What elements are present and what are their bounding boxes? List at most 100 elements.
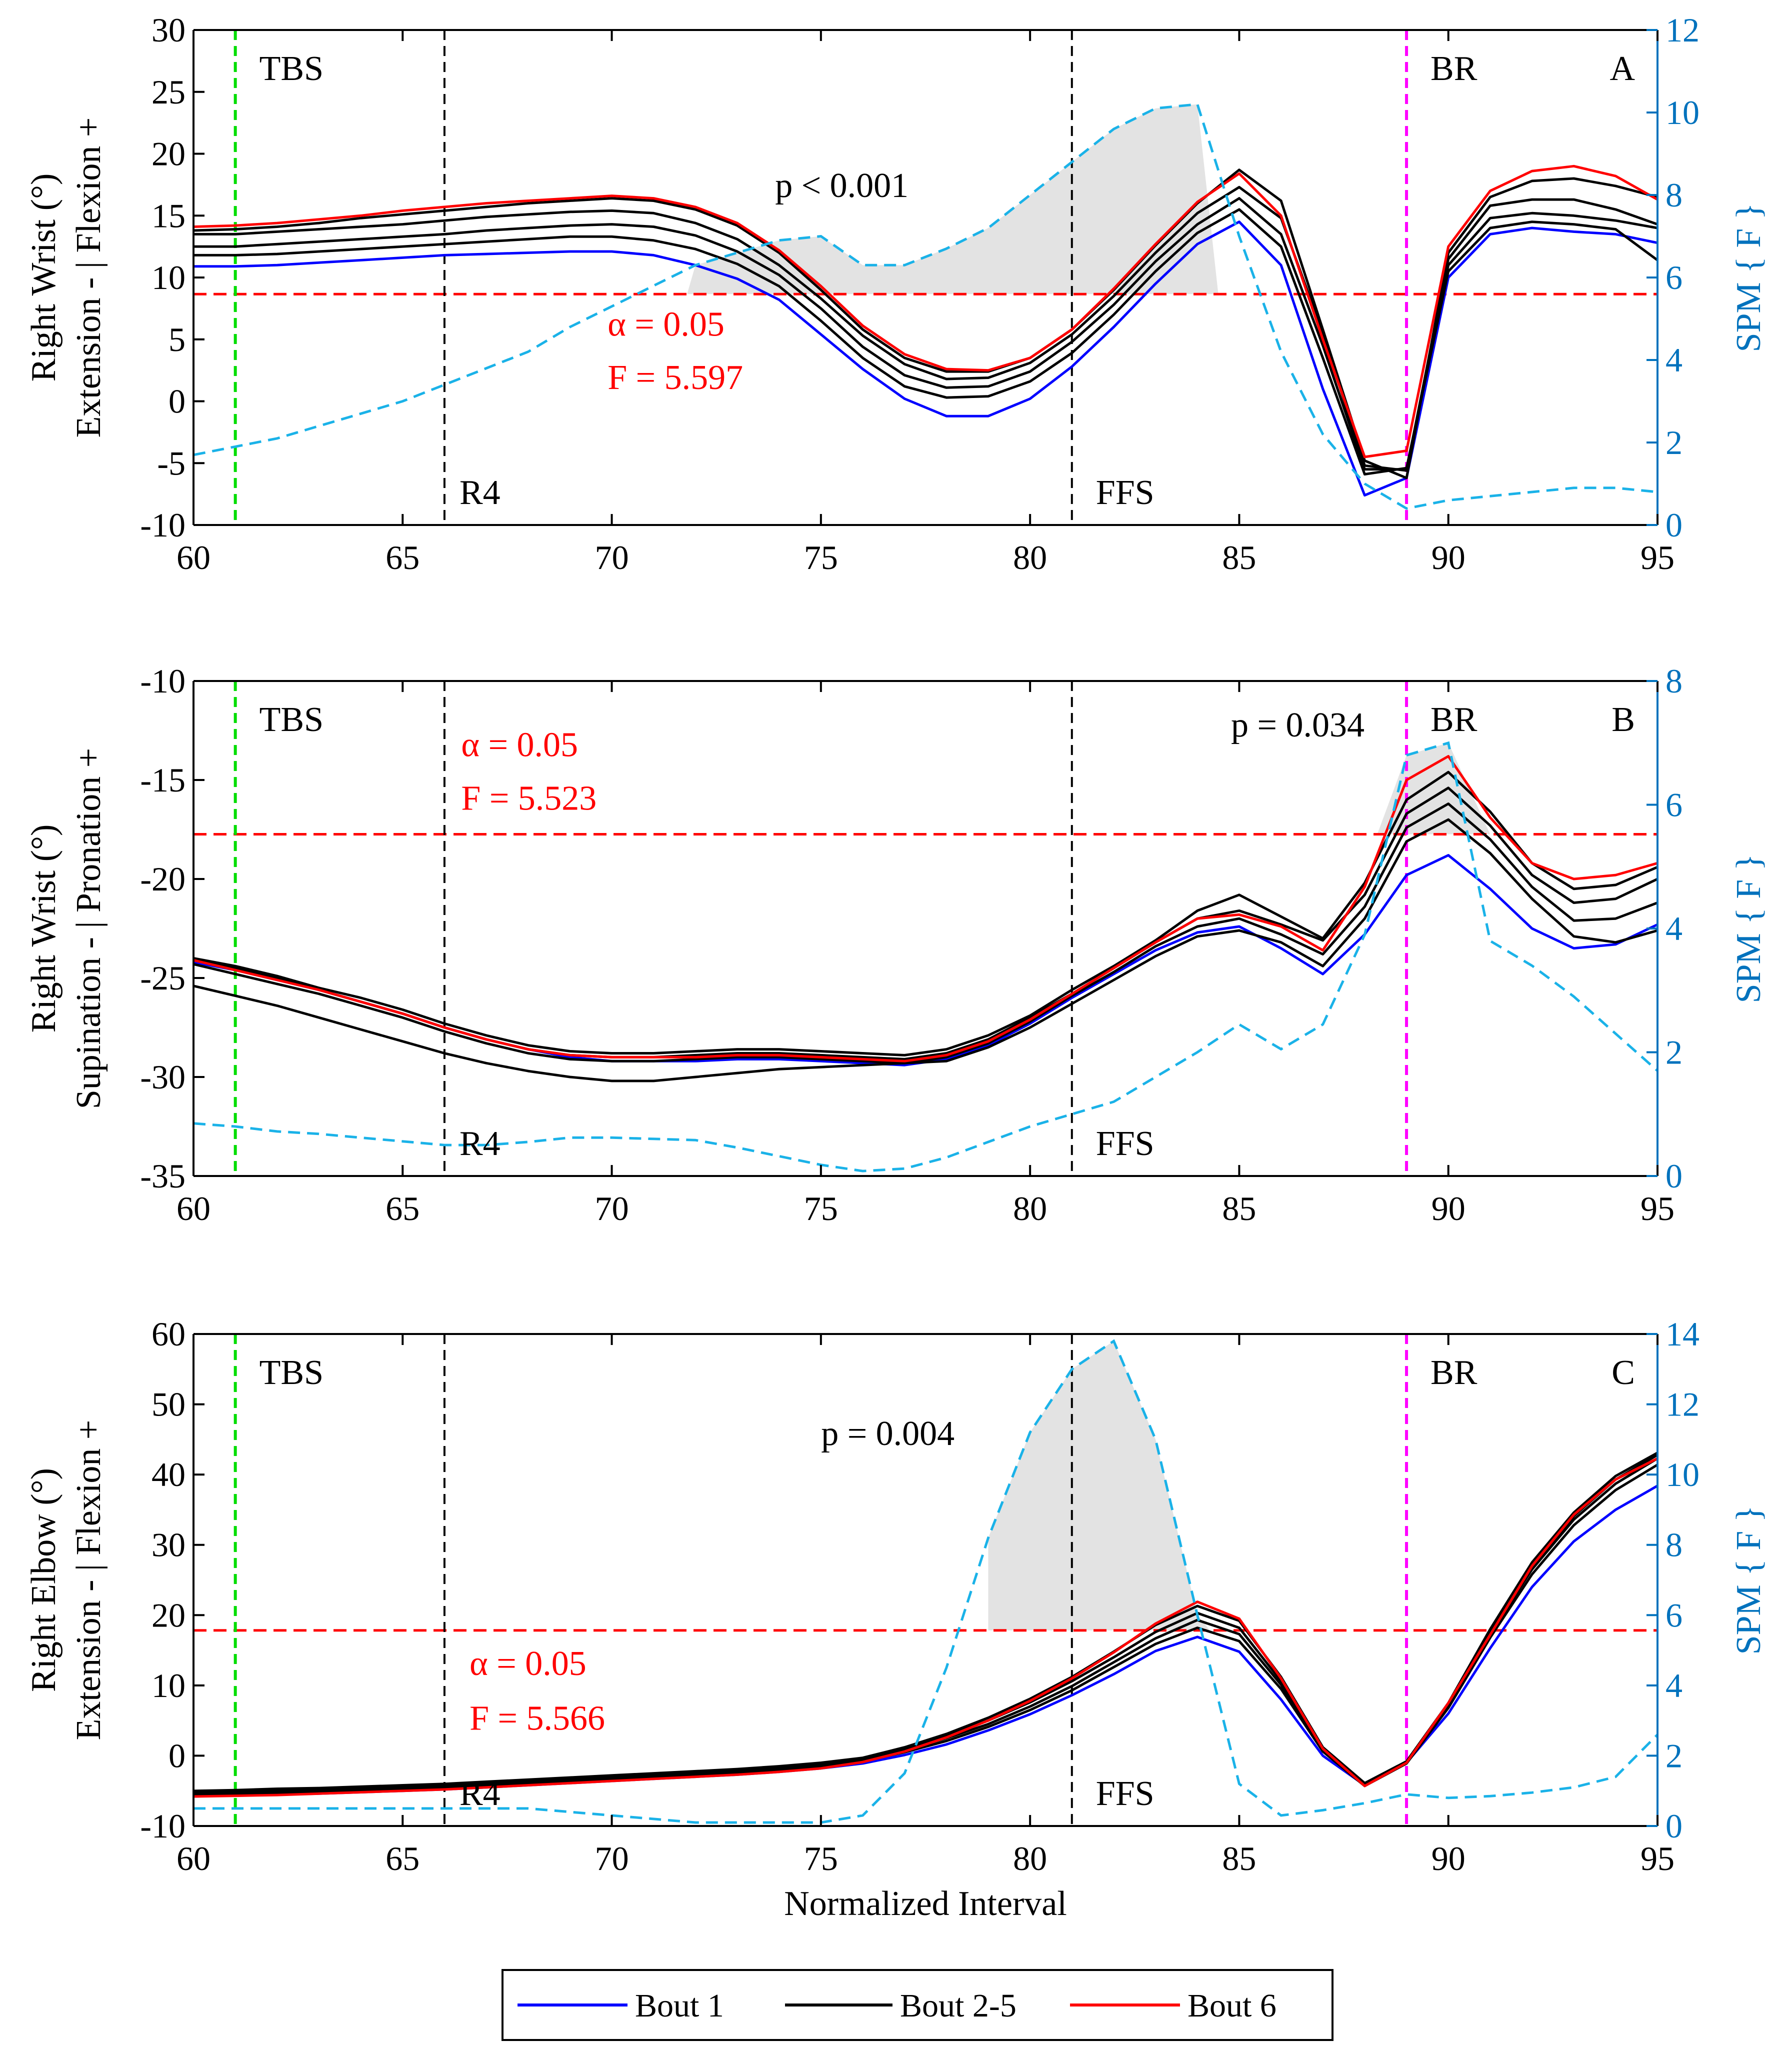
panel-b-y-tick-label: -10	[140, 662, 186, 700]
panel-c-x-label: Normalized Interval	[784, 1884, 1067, 1923]
panel-c-event-label-tbs: TBS	[260, 1354, 324, 1392]
panel-b-event-label-r4: R4	[460, 1124, 500, 1163]
panel-c-event-label-ffs: FFS	[1096, 1774, 1154, 1813]
panel-a-y-right-tick-label: 10	[1666, 94, 1700, 132]
panel-c-y-tick-label: 20	[152, 1596, 186, 1634]
panel-b-event-label-br: BR	[1430, 700, 1478, 739]
panel-b-y-tick-label: -35	[140, 1157, 186, 1195]
panel-a-y-tick-label: -10	[140, 506, 186, 544]
panel-a-y-tick-label: 5	[168, 320, 186, 358]
panel-b-y-label-line2: Supination - | Pronation +	[70, 748, 108, 1109]
panel-a-series-5-bout-6	[194, 164, 1658, 458]
panel-b: 60 65 70 75 80 85 90 95 -35 -30 -25 -20 -15 -10 0 2 4 6 8 R…	[24, 662, 1768, 1228]
panel-c-p-value: p = 0.004	[821, 1414, 954, 1453]
panel-a-event-label-br: BR	[1430, 50, 1478, 88]
panel-c-y-right-label: SPM { F }	[1730, 1506, 1768, 1655]
panel-c-x-tick-label: 80	[1013, 1840, 1047, 1878]
panel-c-f-text: F = 5.566	[470, 1699, 605, 1738]
panel-a-y-tick-label: 15	[152, 196, 186, 234]
panel-a-y-right-tick-label: 0	[1666, 506, 1682, 544]
panel-b-alpha-text: α = 0.05	[461, 726, 578, 764]
panel-c-y-right-tick-label: 0	[1666, 1807, 1682, 1845]
panel-c-y-tick-label: -10	[140, 1807, 186, 1845]
panel-c-y-label-line1: Right Elbow (°)	[24, 1468, 63, 1692]
panel-b-y-right-tick-label: 4	[1666, 910, 1682, 948]
panel-a-y-right-tick-label: 4	[1666, 341, 1682, 379]
panel-a-event-label-ffs: FFS	[1096, 474, 1154, 512]
panel-c-y-right-tick-label: 14	[1666, 1315, 1700, 1353]
panel-c-panel-letter: C	[1612, 1354, 1635, 1392]
legend-label-bout-2-5: Bout 2-5	[900, 1988, 1016, 2024]
panel-b-plot-area	[194, 681, 1658, 1176]
legend-label-bout-6: Bout 6	[1188, 1988, 1276, 2024]
panel-a: 60 65 70 75 80 85 90 95 -10 -5 0 5 10 15 20 25 30 0 2 4 6 8 10…	[24, 11, 1768, 576]
panel-c-y-right-tick-label: 12	[1666, 1386, 1700, 1424]
panel-a-y-right-tick-label: 2	[1666, 424, 1682, 462]
panel-a-x-tick-label: 75	[804, 538, 838, 576]
panel-c-y-label-line2: Extension - | Flexion +	[70, 1420, 108, 1740]
panel-b-series-5-bout-6	[194, 755, 1658, 1062]
panel-c-y-tick-label: 60	[152, 1315, 186, 1353]
panel-c-x-tick-label: 65	[386, 1840, 420, 1878]
panel-a-y-right-tick-label: 6	[1666, 258, 1682, 296]
panel-b-x-tick-label: 75	[804, 1190, 838, 1228]
panel-a-y-right-tick-label: 8	[1666, 176, 1682, 214]
panel-a-x-tick-label: 80	[1013, 538, 1047, 576]
panel-c-y-right-tick-label: 10	[1666, 1456, 1700, 1494]
panel-a-y-tick-label: 30	[152, 11, 186, 49]
panel-b-x-tick-label: 90	[1432, 1190, 1466, 1228]
panel-b-x-tick-label: 85	[1222, 1190, 1256, 1228]
panel-b-x-tick-label: 70	[595, 1190, 629, 1228]
panel-c-x-tick-label: 75	[804, 1840, 838, 1878]
legend: Bout 1 Bout 2-5 Bout 6	[502, 1969, 1334, 2041]
panel-b-x-tick-label: 80	[1013, 1190, 1047, 1228]
panel-c-plot-area	[194, 1334, 1658, 1826]
panel-b-y-right-tick-label: 0	[1666, 1157, 1682, 1195]
panel-c-y-right-tick-label: 2	[1666, 1736, 1682, 1774]
panel-b-x-tick-label: 60	[176, 1190, 210, 1228]
panel-c-y-tick-label: 40	[152, 1456, 186, 1494]
panel-a-y-right-tick-label: 12	[1666, 11, 1700, 49]
panel-c-y-right-tick-label: 6	[1666, 1596, 1682, 1634]
panel-a-y-label-line1: Right Wrist (°)	[24, 174, 63, 382]
panel-a-x-tick-label: 65	[386, 538, 420, 576]
panel-b-f-text: F = 5.523	[461, 779, 596, 818]
panel-b-y-right-tick-label: 6	[1666, 786, 1682, 824]
panel-b-y-right-tick-label: 2	[1666, 1034, 1682, 1072]
panel-a-y-tick-label: 0	[168, 382, 186, 420]
panel-b-event-label-ffs: FFS	[1096, 1124, 1154, 1163]
panel-a-x-tick-label: 85	[1222, 538, 1256, 576]
panel-c-x-tick-label: 60	[176, 1840, 210, 1878]
panel-c-significant-cluster-0	[988, 1341, 1210, 1630]
panel-a-p-value: p < 0.001	[775, 166, 908, 205]
panel-c-y-right-tick-label: 8	[1666, 1526, 1682, 1564]
panel-b-y-label-line1: Right Wrist (°)	[24, 824, 63, 1033]
panel-c: 60 65 70 75 80 85 90 95 -10 0 10 20 30 40 50 60 0 2 4 6 8 10 1…	[24, 1315, 1768, 1923]
panel-a-x-tick-label: 90	[1432, 538, 1466, 576]
panel-a-spm-curve	[194, 102, 1658, 510]
panel-b-event-label-tbs: TBS	[260, 700, 324, 739]
panel-c-x-tick-label: 95	[1640, 1840, 1674, 1878]
panel-a-alpha-text: α = 0.05	[608, 305, 724, 344]
panel-b-y-tick-label: -20	[140, 860, 186, 898]
panel-a-plot-area	[194, 30, 1658, 525]
panel-b-series-1-bout-2-5	[194, 818, 1658, 1082]
panel-a-panel-letter: A	[1610, 50, 1635, 88]
panel-c-y-right-tick-label: 4	[1666, 1666, 1682, 1704]
panel-a-x-tick-label: 60	[176, 538, 210, 576]
panel-a-y-right-label: SPM { F }	[1730, 203, 1768, 352]
panel-b-x-tick-label: 65	[386, 1190, 420, 1228]
panel-b-y-tick-label: -25	[140, 959, 186, 997]
panel-c-y-tick-label: 10	[152, 1666, 186, 1704]
panel-c-x-tick-label: 90	[1432, 1840, 1466, 1878]
panel-b-x-tick-label: 95	[1640, 1190, 1674, 1228]
panel-b-y-right-tick-label: 8	[1666, 662, 1682, 700]
panel-c-event-label-r4: R4	[460, 1774, 500, 1813]
legend-label-bout-1: Bout 1	[635, 1988, 724, 2024]
panel-b-y-tick-label: -30	[140, 1058, 186, 1096]
panel-a-event-label-tbs: TBS	[260, 50, 324, 88]
panel-c-event-label-br: BR	[1430, 1354, 1478, 1392]
panel-c-alpha-text: α = 0.05	[470, 1644, 586, 1683]
